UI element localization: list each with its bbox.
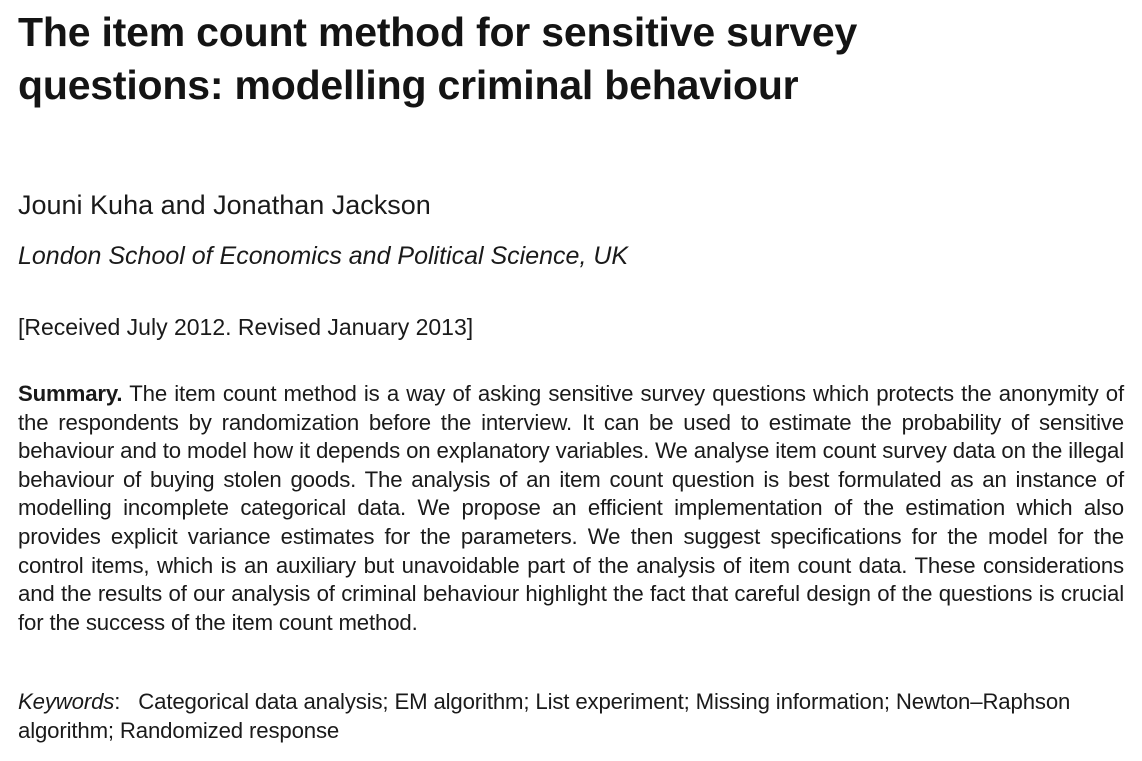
summary-paragraph: Summary. The item count method is a way …	[18, 380, 1124, 637]
keywords-text: Categorical data analysis; EM algorithm;…	[18, 689, 1071, 743]
summary-text: The item count method is a way of asking…	[18, 381, 1124, 635]
paper-affiliation: London School of Economics and Political…	[18, 242, 629, 270]
keywords-paragraph: Keywords: Categorical data analysis; EM …	[18, 689, 1071, 743]
keywords-label: Keywords	[18, 689, 115, 714]
paper-authors: Jouni Kuha and Jonathan Jackson	[18, 190, 431, 220]
received-dates: [Received July 2012. Revised January 201…	[18, 314, 474, 340]
paper-title: The item count method for sensitive surv…	[18, 9, 858, 108]
summary-label: Summary.	[18, 381, 123, 406]
